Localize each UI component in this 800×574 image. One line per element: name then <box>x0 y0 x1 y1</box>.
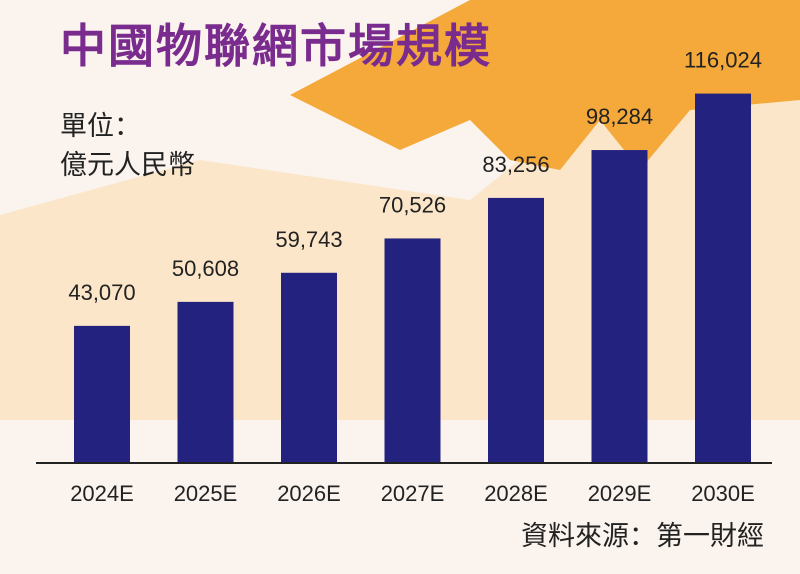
chart-title: 中國物聯網市場規模 <box>60 19 492 73</box>
bar-2024E <box>74 325 130 463</box>
x-tick-2025E: 2025E <box>174 481 238 506</box>
value-label-2028E: 83,256 <box>482 152 549 177</box>
value-label-2029E: 98,284 <box>586 104 653 129</box>
bar-2029E <box>591 150 648 463</box>
bar-2025E <box>177 301 234 463</box>
bar-2026E <box>281 272 337 463</box>
x-tick-2030E: 2030E <box>691 481 755 506</box>
x-tick-2026E: 2026E <box>277 481 341 506</box>
bar-2030E <box>695 93 751 463</box>
bar-2028E <box>488 197 544 463</box>
value-label-2025E: 50,608 <box>172 256 239 281</box>
unit-label: 單位： <box>60 111 141 142</box>
value-label-2030E: 116,024 <box>684 48 762 73</box>
x-tick-2029E: 2029E <box>588 481 652 506</box>
source-note: 資料來源：第一財經 <box>521 521 764 552</box>
value-label-2024E: 43,070 <box>68 280 135 305</box>
x-tick-2027E: 2027E <box>381 481 445 506</box>
background-orange-shape <box>290 0 800 170</box>
unit-value: 億元人民幣 <box>60 150 195 181</box>
bar-2027E <box>384 238 441 463</box>
x-tick-2028E: 2028E <box>484 481 548 506</box>
value-label-2026E: 59,743 <box>275 227 342 252</box>
value-label-2027E: 70,526 <box>379 192 446 217</box>
x-tick-2024E: 2024E <box>70 481 134 506</box>
